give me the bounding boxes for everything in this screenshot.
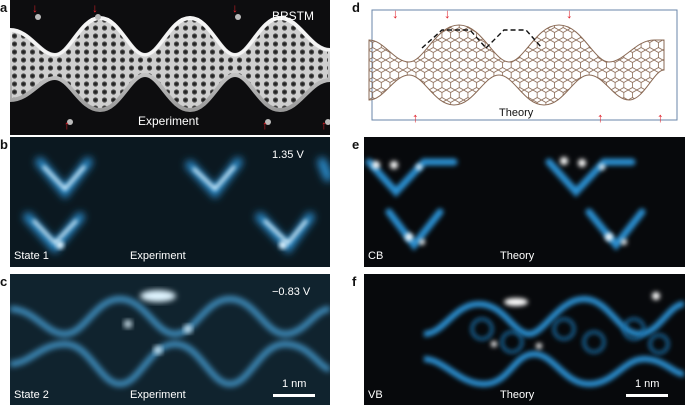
ribbon-atomic-model: ↓ ↓ ↓ ↑ ↑ ↑ — [368, 6, 678, 125]
arrow-d-4: ↑ — [412, 110, 419, 125]
panel-d-caption: Theory — [499, 107, 534, 119]
panel-e-caption: Theory — [500, 250, 535, 262]
panel-label-e: e — [352, 137, 360, 152]
panel-a-caption: Experiment — [138, 114, 199, 128]
scale-label-c: 1 nm — [282, 378, 307, 390]
panel-label-f: f — [352, 274, 357, 289]
arrow-d-6: ↑ — [657, 110, 664, 125]
scale-bar-c — [273, 394, 315, 397]
ldos-state1 — [23, 157, 330, 255]
panel-f-caption: Theory — [500, 389, 535, 401]
arrow-a-5: ↑ — [262, 118, 268, 132]
arrow-d-1: ↓ — [392, 6, 399, 21]
scale-bar-f — [626, 394, 668, 397]
arrow-a-1: ↓ — [32, 1, 38, 15]
panel-c-ldos-image: −0.83 V State 2 Experiment 1 nm — [10, 274, 330, 405]
brstm-ribbon — [10, 14, 330, 125]
panel-label-c: c — [0, 274, 8, 289]
state-label-c: State 2 — [14, 389, 49, 401]
panel-c-caption: Experiment — [130, 389, 186, 401]
ldos-state2 — [10, 290, 330, 388]
ldos-conduction-band — [365, 157, 646, 251]
arrow-a-3: ↓ — [232, 1, 238, 15]
brstm-tag: BRSTM — [272, 9, 314, 23]
voltage-b: 1.35 V — [272, 149, 304, 161]
panel-b-caption: Experiment — [130, 250, 186, 262]
ldos-valence-band — [423, 292, 685, 388]
panel-label-d: d — [352, 0, 360, 15]
arrow-d-2: ↓ — [444, 6, 451, 21]
arrow-d-5: ↑ — [597, 110, 604, 125]
voltage-c: −0.83 V — [272, 286, 311, 298]
arrow-a-2: ↓ — [92, 1, 98, 15]
arrow-a-4: ↑ — [64, 118, 70, 132]
panel-b-ldos-image: 1.35 V State 1 Experiment — [10, 137, 330, 267]
scale-label-f: 1 nm — [635, 378, 660, 390]
band-label-f: VB — [368, 389, 383, 401]
state-label-b: State 1 — [14, 250, 49, 262]
panel-a-brstm-image: ↓ ↓ ↓ ↑ ↑ ↑ BRSTM Experiment — [10, 0, 330, 135]
band-label-e: CB — [368, 250, 384, 262]
panel-f-vb-image: VB Theory 1 nm — [364, 274, 685, 405]
panel-label-a: a — [0, 0, 8, 15]
panel-e-cb-image: CB Theory — [364, 137, 685, 267]
arrow-a-6: ↑ — [321, 118, 327, 132]
panel-d-theory-model: ↓ ↓ ↓ ↑ ↑ ↑ Theory — [364, 0, 685, 130]
arrow-d-3: ↓ — [566, 6, 573, 21]
panel-label-b: b — [0, 137, 8, 152]
